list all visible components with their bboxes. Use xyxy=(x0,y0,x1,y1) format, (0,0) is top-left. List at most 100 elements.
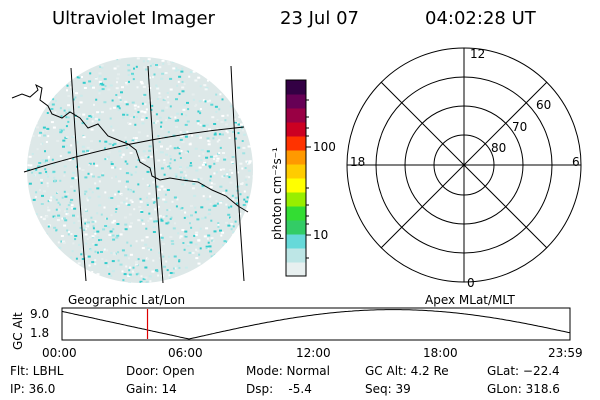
emission-speckle xyxy=(78,76,81,79)
emission-speckle xyxy=(53,252,57,255)
emission-speckle xyxy=(145,68,148,71)
emission-speckle xyxy=(218,263,221,266)
emission-speckle xyxy=(50,278,54,281)
emission-speckle xyxy=(28,182,32,185)
emission-speckle xyxy=(252,103,253,106)
emission-speckle xyxy=(206,150,210,153)
emission-speckle xyxy=(72,157,75,160)
emission-speckle xyxy=(160,167,164,170)
emission-speckle xyxy=(217,223,220,226)
emission-speckle xyxy=(178,282,181,283)
emission-speckle xyxy=(188,251,192,254)
emission-speckle xyxy=(189,204,193,207)
emission-speckle xyxy=(63,190,66,193)
mlt-diagonal-2 xyxy=(380,81,548,249)
emission-speckle xyxy=(216,278,219,281)
emission-speckle xyxy=(54,245,57,248)
emission-speckle xyxy=(234,122,237,124)
emission-speckle xyxy=(35,261,39,264)
emission-speckle xyxy=(70,144,73,147)
emission-speckle xyxy=(68,159,72,161)
emission-speckle xyxy=(89,275,93,278)
emission-speckle xyxy=(85,257,88,260)
emission-speckle xyxy=(146,204,149,206)
emission-speckle xyxy=(45,170,48,173)
emission-speckle xyxy=(159,151,162,154)
emission-speckle xyxy=(250,81,253,84)
emission-speckle xyxy=(129,199,133,202)
emission-speckle xyxy=(247,145,251,148)
emission-speckle xyxy=(94,243,98,246)
emission-speckle xyxy=(36,235,39,238)
emission-speckle xyxy=(199,108,202,110)
emission-speckle xyxy=(104,158,107,161)
emission-speckle xyxy=(76,215,79,218)
emission-speckle xyxy=(166,189,170,191)
emission-speckle xyxy=(65,125,68,128)
emission-speckle xyxy=(207,241,210,244)
emission-speckle xyxy=(51,77,54,80)
emission-speckle xyxy=(28,244,31,247)
emission-speckle xyxy=(199,111,201,114)
emission-speckle xyxy=(244,109,247,112)
emission-speckle xyxy=(68,230,71,233)
emission-speckle xyxy=(97,58,99,61)
emission-speckle xyxy=(162,98,166,101)
emission-speckle xyxy=(216,84,219,87)
emission-speckle xyxy=(115,175,117,178)
emission-speckle xyxy=(169,145,172,148)
uv-image-disc xyxy=(27,57,253,283)
emission-speckle xyxy=(141,219,144,222)
emission-speckle xyxy=(181,67,184,70)
emission-speckle xyxy=(157,274,160,277)
emission-speckle xyxy=(116,223,120,225)
timeline-x-tick-0600: 06:00 xyxy=(168,346,203,360)
emission-speckle xyxy=(37,165,41,168)
emission-speckle xyxy=(94,117,98,120)
emission-speckle xyxy=(243,262,246,265)
emission-speckle xyxy=(149,167,153,170)
emission-speckle xyxy=(70,233,73,235)
emission-speckle xyxy=(136,57,140,60)
emission-speckle xyxy=(113,142,117,145)
emission-speckle xyxy=(180,135,184,137)
emission-speckle xyxy=(220,69,224,72)
emission-speckle xyxy=(121,249,125,252)
emission-speckle xyxy=(220,258,223,261)
emission-speckle xyxy=(88,80,92,83)
emission-speckle xyxy=(82,113,86,116)
emission-speckle xyxy=(191,134,194,137)
emission-speckle xyxy=(229,84,232,87)
emission-speckle xyxy=(67,116,70,119)
emission-speckle xyxy=(55,278,58,281)
emission-speckle xyxy=(156,98,159,100)
emission-speckle xyxy=(105,259,108,262)
emission-speckle xyxy=(147,156,150,159)
emission-speckle xyxy=(102,59,105,61)
emission-speckle xyxy=(140,275,143,278)
emission-speckle xyxy=(116,105,120,108)
emission-speckle xyxy=(97,195,101,198)
emission-speckle xyxy=(104,147,106,150)
emission-speckle xyxy=(171,200,174,203)
emission-speckle xyxy=(60,72,64,75)
emission-speckle xyxy=(240,183,244,185)
emission-speckle xyxy=(232,248,236,251)
emission-speckle xyxy=(114,166,117,169)
latitude-line xyxy=(23,126,245,173)
emission-speckle xyxy=(32,251,36,254)
colorbar-segment xyxy=(286,150,306,165)
emission-speckle xyxy=(97,251,99,254)
emission-speckle xyxy=(46,182,49,185)
emission-speckle xyxy=(119,233,123,236)
emission-speckle xyxy=(67,104,71,107)
emission-speckle xyxy=(96,212,99,215)
emission-speckle xyxy=(160,238,164,241)
emission-speckle xyxy=(247,64,250,67)
emission-speckle xyxy=(217,69,220,72)
emission-speckle xyxy=(201,184,205,187)
emission-speckle xyxy=(206,237,209,240)
door-status: Door: Open xyxy=(126,364,195,378)
emission-speckle xyxy=(240,97,243,100)
emission-speckle xyxy=(226,262,230,265)
